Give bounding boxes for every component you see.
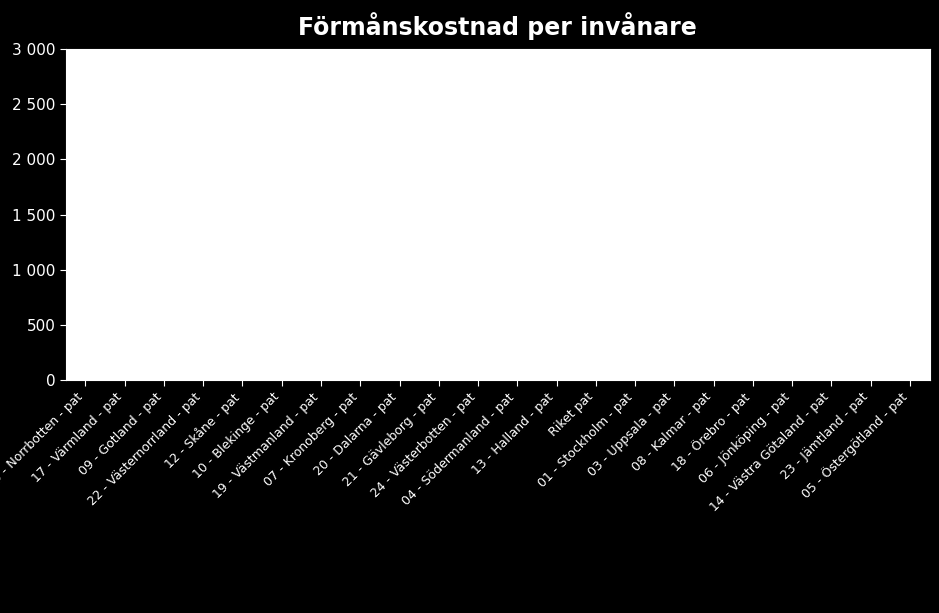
Title: Förmånskostnad per invånare: Förmånskostnad per invånare [299,12,697,40]
